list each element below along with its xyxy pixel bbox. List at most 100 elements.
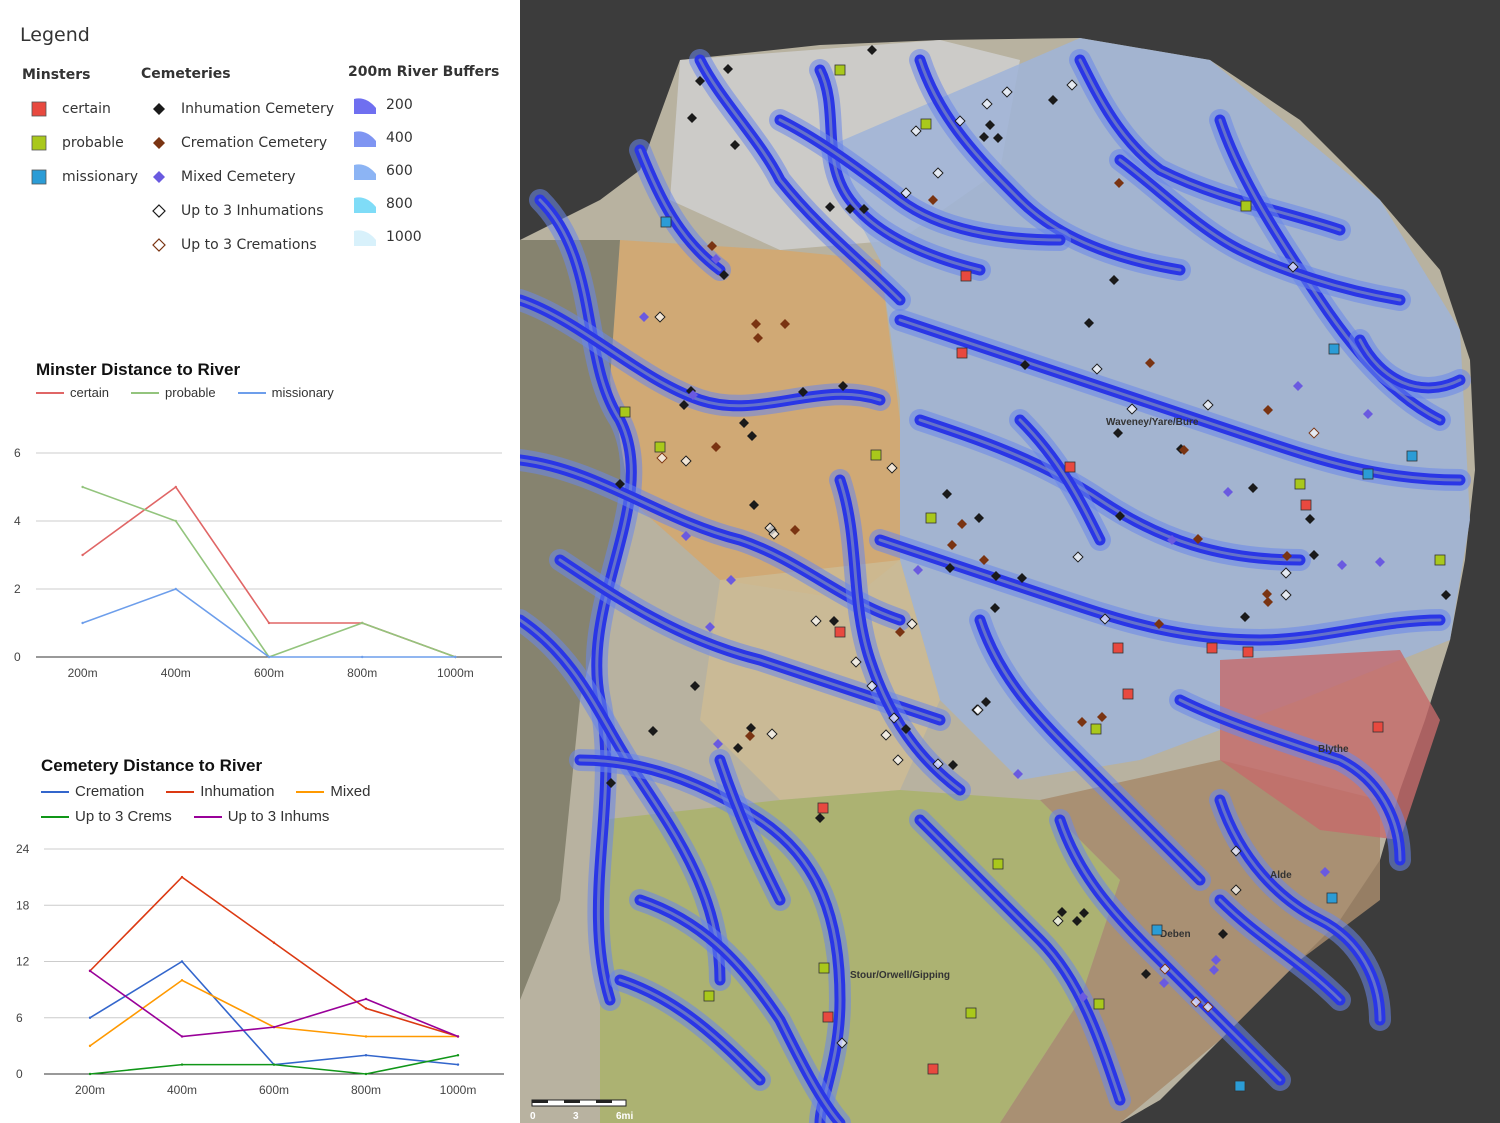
series-line-mixed (89, 979, 458, 1047)
cemetery-distance-chart: 0 6 12 18 24 200m 400m 600m 800m 1000m (16, 842, 504, 1097)
legend-label: 400 (386, 129, 413, 146)
cemetery-marker (900, 187, 912, 199)
region-label-stour: Stour/Orwell/Gipping (850, 970, 950, 981)
cemetery-marker (707, 241, 717, 251)
cemetery-marker (739, 418, 749, 428)
river-channel (1218, 898, 1342, 1002)
river-channel (818, 68, 982, 272)
scale-label-0: 0 (530, 1111, 536, 1122)
cemetery-marker (1072, 551, 1084, 563)
data-point (272, 1063, 276, 1066)
legend-item-buffer-200: 200 (348, 88, 518, 121)
cemetery-marker (981, 98, 993, 110)
cemetery-marker (1282, 551, 1292, 561)
cemetery-marker (1159, 963, 1171, 975)
river-channel (978, 618, 1202, 882)
cemetery-marker (1141, 969, 1151, 979)
minster-marker (1328, 343, 1340, 355)
minster-marker (920, 118, 932, 130)
river-channel (638, 898, 842, 1123)
river-buffers-legend: 200m River Buffers 200 400 600 800 1000 (348, 64, 518, 253)
cemetery-marker (906, 618, 918, 630)
river-channel (878, 538, 1442, 642)
x-tick-label: 200m (68, 666, 98, 680)
cemetery-marker (1337, 560, 1347, 570)
data-point (272, 941, 276, 944)
cemetery-marker (948, 760, 958, 770)
buffer-swatch-icon (354, 163, 376, 180)
legend-item-buffer-600: 600 (348, 154, 518, 187)
cemetery-marker (639, 312, 649, 322)
data-point (456, 1063, 460, 1066)
data-point (88, 1044, 92, 1048)
legend-item-inhumation-cemetery: Inhumation Cemetery (141, 92, 341, 126)
cemetery-marker (690, 681, 700, 691)
cemetery-marker (957, 519, 967, 529)
minster-marker (654, 441, 666, 453)
y-tick-label: 18 (16, 898, 30, 912)
cemetery-marker (751, 319, 761, 329)
minster-marker (822, 1011, 834, 1023)
catchment-western-dark (520, 240, 630, 1000)
cemetery-marker (859, 204, 869, 214)
legend-entry-up-to-3-inhums: Up to 3 Inhums (193, 808, 329, 825)
cemeteries-heading: Cemeteries (141, 66, 231, 82)
data-point (180, 979, 184, 982)
cemetery-marker (745, 731, 755, 741)
data-point (174, 519, 177, 523)
x-tick-label: 800m (347, 666, 377, 680)
river-channel (618, 978, 762, 1082)
cemetery-marker (990, 603, 1000, 613)
square-icon (31, 135, 47, 151)
cemetery-marker (1262, 589, 1272, 599)
river-channel (578, 758, 842, 1123)
cemetery-marker (1293, 381, 1303, 391)
minster-marker (1234, 1080, 1246, 1092)
cemetery-marker (1218, 929, 1228, 939)
minster-marker (925, 512, 937, 524)
cemetery-marker (1020, 360, 1030, 370)
legend-label: 800 (386, 195, 413, 212)
legend-entry-label: Up to 3 Crems (75, 808, 172, 825)
cemetery-marker (705, 622, 715, 632)
legend-item-cremation-cemetery: Cremation Cemetery (141, 126, 341, 160)
cemetery-marker (1052, 915, 1064, 927)
cemetery-marker (1084, 318, 1094, 328)
cemetery-marker (974, 513, 984, 523)
cemetery-marker (895, 627, 905, 637)
river-channel (1218, 798, 1382, 1022)
cemetery-marker (679, 400, 689, 410)
cemetery-marker (1114, 178, 1124, 188)
data-point (81, 485, 84, 489)
cemetery-marker (1017, 573, 1027, 583)
cemetery-marker (993, 133, 1003, 143)
legend-label: missionary (62, 169, 139, 185)
legend-label: Cremation Cemetery (181, 135, 328, 151)
cemetery-marker (1202, 1001, 1214, 1013)
cemetery-marker (1145, 358, 1155, 368)
x-tick-label: 400m (167, 1083, 197, 1097)
legend-item-certain: certain (22, 92, 142, 126)
filled-diamond-icon (153, 171, 165, 183)
y-tick-label: 4 (14, 514, 21, 528)
cemetery-marker (928, 195, 938, 205)
cemetery-marker (836, 1037, 848, 1049)
data-point (361, 655, 364, 659)
cemetery-marker (695, 76, 705, 86)
cemetery-marker (838, 381, 848, 391)
cemetery-marker (798, 387, 808, 397)
series-line-cremation (89, 960, 459, 1066)
legend-label: Mixed Cemetery (181, 169, 296, 185)
y-tick-label: 0 (16, 1067, 23, 1081)
river-channel (838, 478, 962, 792)
legend-entry-label: Mixed (330, 783, 371, 800)
cemetery-marker (1048, 95, 1058, 105)
cemetery-marker (606, 778, 616, 788)
river-buffer-map[interactable]: Waveney/Yare/Bure Blythe Alde Deben Stou… (520, 0, 1500, 1123)
minster-chart-legend: certain probable missionary (36, 385, 496, 400)
cemetery-marker (1209, 965, 1219, 975)
legend-title: Legend (20, 24, 90, 46)
cemetery-marker (981, 697, 991, 707)
square-icon (31, 169, 47, 185)
data-point (454, 655, 457, 659)
